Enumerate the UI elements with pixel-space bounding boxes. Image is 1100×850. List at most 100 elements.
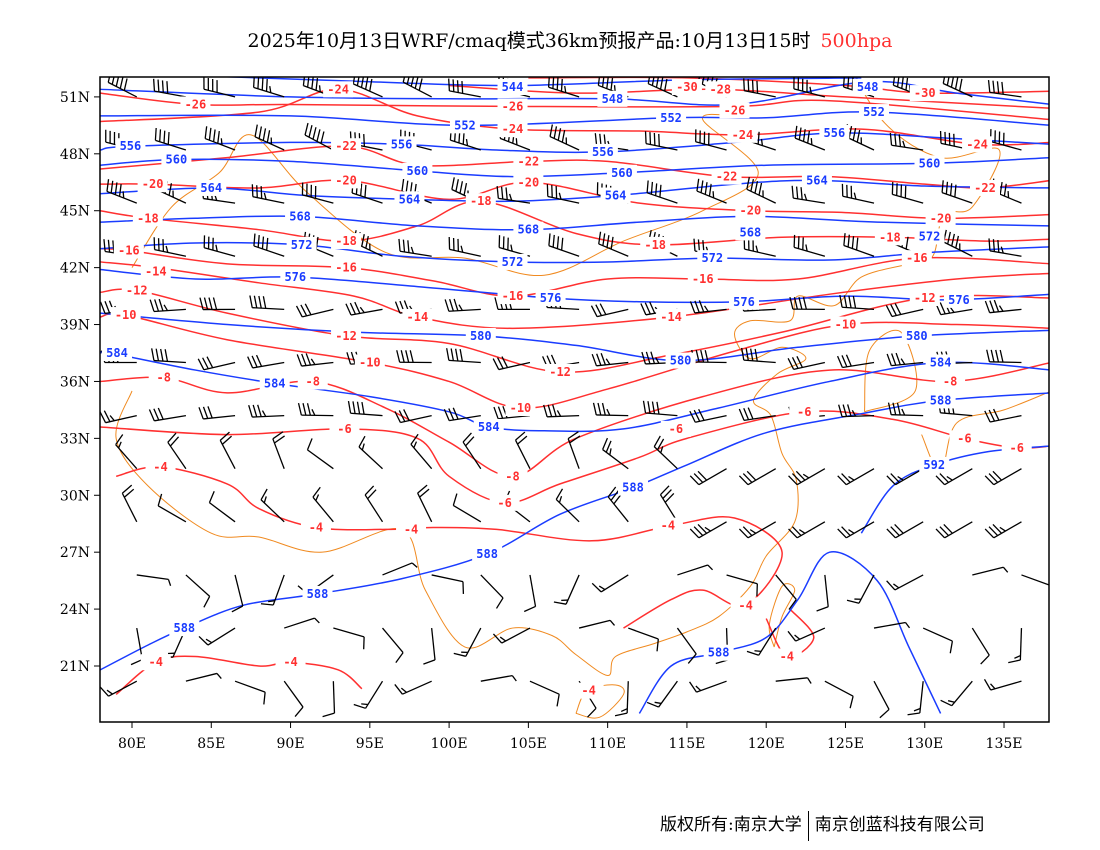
wind-barb: [185, 672, 222, 682]
temperature-contour-label: -14: [660, 310, 682, 324]
wind-barb: [260, 574, 285, 606]
label-bg: [323, 81, 354, 98]
label-bg: [402, 308, 433, 325]
label-bg: [660, 420, 691, 437]
label-bg: [161, 151, 192, 168]
wind-barb: [846, 574, 875, 604]
wind-barb: [553, 574, 580, 605]
temperature-contour-label: -4: [283, 655, 297, 669]
wind-barb: [887, 402, 924, 417]
wind-barb: [614, 681, 629, 717]
label-bg: [925, 354, 956, 371]
temperature-contour-label: -16: [118, 244, 140, 258]
wind-barb: [157, 493, 187, 523]
wind-barb: [787, 356, 826, 370]
wind-barb: [838, 404, 875, 418]
temperature-contour-label: -12: [335, 329, 357, 343]
lat-tick-label: 45N: [60, 204, 90, 220]
wind-barb: [203, 235, 236, 257]
label-bg: [640, 236, 671, 253]
wind-barb: [726, 574, 758, 597]
temperature-contour-label: -4: [738, 598, 752, 612]
wind-barb: [353, 680, 384, 709]
wind-barb: [364, 485, 384, 523]
temperature-contour-label: -14: [145, 265, 167, 279]
wind-barb: [394, 409, 432, 424]
border-line: [131, 113, 759, 277]
wind-barb: [297, 402, 334, 417]
label-bg: [115, 138, 146, 155]
height-contour-line: [100, 241, 1049, 264]
temperature-contour-line: [765, 608, 815, 658]
wind-barb: [891, 182, 924, 204]
height-contour-label: 560: [919, 156, 941, 170]
temperature-contour-label: -4: [404, 522, 418, 536]
height-contour-label: 576: [733, 295, 755, 309]
temperature-contour-label: -8: [505, 469, 519, 483]
wind-barb: [448, 78, 481, 98]
wind-barb: [203, 77, 236, 98]
wind-barb: [941, 180, 973, 204]
label-bg: [473, 418, 504, 435]
label-bg: [925, 392, 956, 409]
wind-barb: [885, 303, 924, 318]
wind-barb: [590, 303, 629, 318]
wind-barb: [646, 680, 678, 708]
temperature-contour-line: [100, 88, 1049, 146]
height-contour-label: 572: [502, 255, 524, 269]
temperature-contour-label: -4: [661, 519, 675, 533]
lat-tick-label: 33N: [60, 431, 90, 447]
height-contour-label: 588: [622, 481, 644, 495]
lon-tick-label: 105E: [510, 736, 547, 752]
wind-barb: [889, 132, 924, 151]
wind-barb: [984, 408, 1022, 423]
temperature-contour-label: -6: [669, 422, 683, 436]
wind-barb: [272, 431, 285, 469]
temperature-contour-label: -8: [156, 371, 170, 385]
wind-barb: [423, 627, 436, 665]
wind-barb: [738, 468, 777, 486]
label-bg: [735, 202, 766, 219]
label-bg: [801, 172, 832, 189]
label-bg: [137, 176, 168, 193]
label-bg: [597, 90, 628, 107]
wind-barb: [641, 351, 678, 365]
wind-barb: [746, 627, 777, 656]
temperature-contour-label: -26: [185, 97, 207, 111]
temperature-contour-label: -8: [306, 374, 320, 388]
lat-tick-label: 51N: [60, 90, 90, 106]
lat-tick-label: 39N: [60, 318, 90, 334]
wind-barb: [402, 77, 432, 98]
label-bg: [618, 479, 649, 496]
wind-barb: [1008, 628, 1023, 664]
label-bg: [497, 253, 528, 270]
label-bg: [180, 96, 211, 113]
height-contour-label: 584: [478, 420, 500, 434]
temperature-contour-label: -4: [309, 521, 323, 535]
wind-barb: [793, 77, 826, 98]
lat-tick-label: 36N: [60, 374, 90, 390]
wind-barb: [148, 407, 187, 422]
wind-barb: [886, 521, 924, 539]
wind-barb: [198, 627, 236, 646]
label-bg: [148, 369, 179, 386]
height-contour-label: 588: [476, 547, 498, 561]
wind-barb: [644, 131, 678, 151]
wind-barb: [260, 488, 285, 523]
wind-barb: [1021, 574, 1049, 586]
temperature-contour-label: -22: [716, 170, 738, 184]
label-bg: [789, 403, 820, 420]
label-bg: [331, 259, 362, 276]
wind-barb: [886, 468, 924, 486]
map-title: 2025年10月13日WRF/cmaq模式36km预报产品:10月13日15时 5…: [0, 26, 1100, 53]
label-bg: [949, 430, 980, 447]
temperature-contour-label: -24: [327, 82, 349, 96]
height-contour-label: 568: [289, 209, 311, 223]
temperature-contour-label: -30: [914, 86, 936, 100]
wind-barb: [695, 129, 727, 151]
wind-barb: [208, 491, 236, 523]
label-bg: [545, 363, 576, 380]
wind-barb: [254, 124, 285, 151]
wind-barb: [653, 435, 678, 470]
label-bg: [665, 352, 696, 369]
